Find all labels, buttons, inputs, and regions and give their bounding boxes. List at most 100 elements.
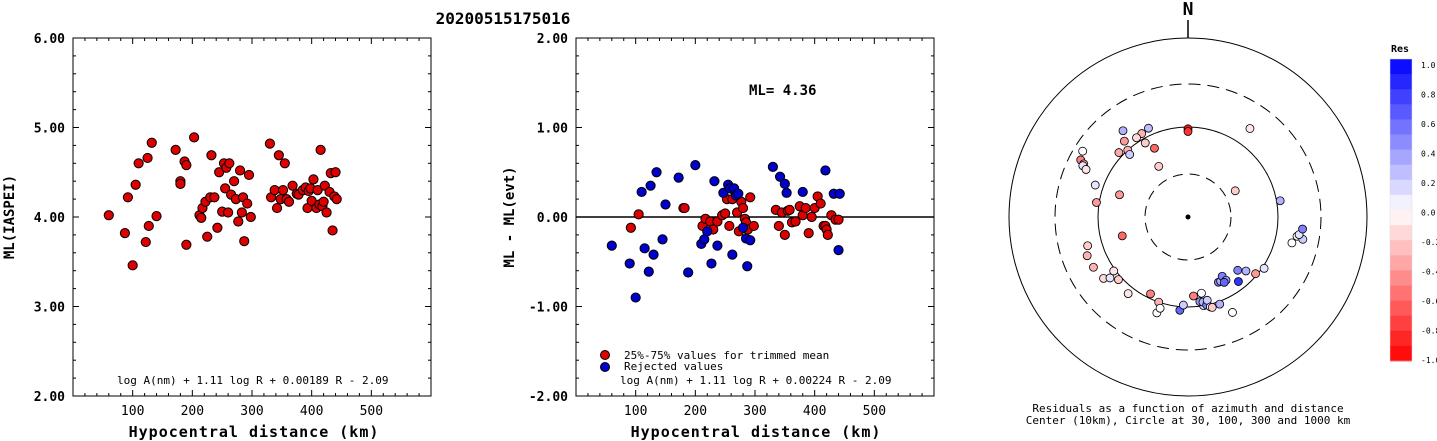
station-point — [1259, 263, 1269, 273]
station-point — [1083, 241, 1093, 251]
colorbar-swatches — [1389, 58, 1413, 362]
station-point — [1251, 269, 1260, 279]
station-point — [1275, 196, 1285, 206]
y-tick-label: 5.00 — [34, 122, 65, 137]
data-point — [133, 158, 144, 169]
data-point — [308, 174, 319, 185]
colorbar-tick-label: -0.8 — [1421, 327, 1437, 336]
station-point — [1132, 133, 1141, 143]
data-point — [779, 178, 790, 189]
station-point — [1118, 126, 1128, 136]
station-point — [1150, 143, 1159, 153]
x-tick-label: 200 — [684, 404, 707, 419]
station-point — [1219, 277, 1229, 287]
colorbar-tick-label: -0.2 — [1421, 238, 1437, 247]
y-tick-label: 3.00 — [34, 301, 65, 316]
colorbar-swatch — [1390, 240, 1412, 256]
colorbar-tick-label: 0.6 — [1421, 120, 1436, 129]
station-point — [1245, 124, 1255, 133]
data-point — [277, 185, 289, 196]
data-point — [196, 212, 207, 223]
colorbar: Res 1.0 0.8 0.6 0.4 0.2 0.0 -0.2 -0.4 -0.6 -0.8 -1… — [1389, 44, 1437, 365]
data-point — [657, 234, 668, 245]
station-point — [1078, 146, 1088, 156]
x-tick-label: 300 — [240, 404, 263, 419]
data-point — [748, 220, 759, 232]
station-point — [1298, 224, 1307, 234]
x-tick-label: 500 — [863, 404, 886, 419]
event-id-title: 20200515175016 — [436, 9, 571, 28]
data-point — [271, 202, 283, 214]
data-point — [648, 249, 659, 260]
x-ticks: 100 200 300 400 500 — [84, 38, 420, 419]
north-label: N — [1183, 0, 1194, 20]
data-point — [673, 172, 684, 183]
x-tick-label: 200 — [181, 404, 204, 419]
station-point — [1155, 303, 1165, 313]
data-point — [833, 214, 844, 225]
data-point — [606, 240, 617, 251]
data-point — [233, 216, 244, 227]
data-point — [683, 267, 694, 278]
data-point — [803, 228, 814, 239]
data-point — [806, 211, 817, 223]
data-point — [702, 226, 713, 237]
data-point — [742, 261, 753, 272]
station-point — [1109, 266, 1119, 276]
station-point — [1123, 289, 1133, 298]
y-tick-label: 4.00 — [34, 211, 65, 226]
x-tick-label: 100 — [624, 404, 647, 419]
data-point — [312, 185, 323, 196]
data-point — [820, 165, 831, 176]
data-point — [643, 266, 654, 277]
data-point — [833, 245, 844, 256]
data-point — [214, 167, 225, 178]
legend: 25%-75% values for trimmed mean Rejected… — [600, 349, 829, 373]
data-points — [606, 159, 845, 303]
data-point — [727, 249, 738, 260]
data-point — [127, 260, 138, 271]
station-point — [1233, 265, 1243, 275]
colorbar-swatch — [1390, 285, 1412, 302]
data-point — [733, 188, 744, 199]
data-point — [283, 196, 295, 207]
data-point — [318, 196, 329, 207]
station-point — [1115, 190, 1124, 200]
station-point — [1178, 300, 1188, 310]
y-tick-label: 2.00 — [537, 32, 568, 47]
colorbar-swatch — [1390, 74, 1412, 90]
data-point — [834, 188, 845, 199]
data-point — [224, 158, 235, 169]
station-points — [1076, 123, 1308, 318]
data-point — [774, 171, 786, 182]
colorbar-swatch — [1390, 330, 1412, 347]
legend-marker-rejected — [600, 362, 610, 372]
data-point — [243, 169, 255, 181]
data-point — [679, 202, 690, 214]
data-point — [170, 144, 181, 155]
x-tick-label: 500 — [360, 404, 383, 419]
data-point — [745, 192, 756, 203]
data-point — [660, 199, 671, 210]
station-point — [1234, 277, 1243, 286]
data-point — [151, 211, 162, 222]
legend-marker-trimmed — [600, 350, 610, 360]
data-point — [206, 150, 217, 161]
colorbar-frame — [1389, 58, 1413, 362]
data-point — [175, 178, 186, 189]
y-axis-label: ML(IASPEI) — [2, 175, 18, 259]
colorbar-tick-label: -1.0 — [1421, 356, 1437, 365]
colorbar-swatch — [1390, 134, 1412, 151]
station-point — [1114, 275, 1123, 285]
x-axis-label: Hypocentral distance (km) — [631, 423, 882, 441]
y-ticks: -2.00 -1.00 0.00 1.00 2.00 — [529, 32, 934, 405]
data-point — [815, 198, 826, 209]
station-point — [1117, 231, 1127, 241]
data-point — [790, 216, 801, 227]
legend-label-trimmed: 25%-75% values for trimmed mean — [624, 349, 829, 362]
data-point — [706, 258, 717, 269]
colorbar-tick-label: 1.0 — [1421, 61, 1436, 70]
data-point — [239, 236, 250, 247]
data-point — [287, 180, 298, 191]
legend-label-rejected: Rejected values — [624, 360, 723, 373]
